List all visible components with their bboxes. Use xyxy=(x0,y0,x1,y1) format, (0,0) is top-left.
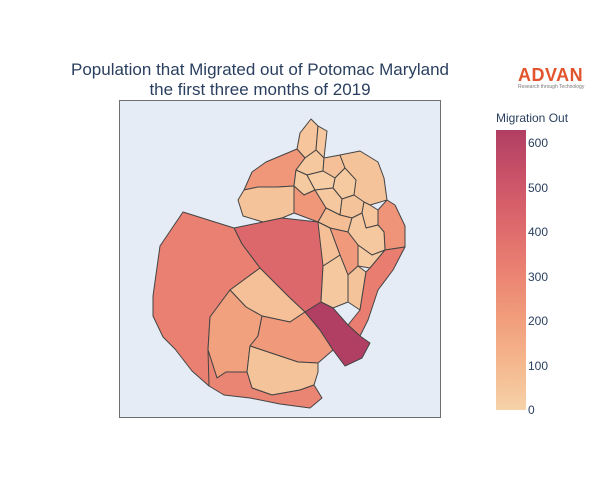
map-region-s5[interactable] xyxy=(304,301,371,367)
choropleth-map[interactable] xyxy=(119,100,441,418)
logo-wordmark: ADVAN xyxy=(518,65,584,85)
colorbar-tick-label: 600 xyxy=(528,136,549,151)
map-region-nw2[interactable] xyxy=(237,185,295,223)
map-region-mid4[interactable] xyxy=(317,221,341,267)
logo-tagline: Research through Technology xyxy=(518,84,585,90)
chart-title-line-2: the first three months of 2019 xyxy=(149,80,371,99)
colorbar xyxy=(496,130,526,410)
advan-logo: ADVAN Research through Technology xyxy=(518,66,598,91)
chart-title: Population that Migrated out of Potomac … xyxy=(40,60,480,100)
chart-title-line-1: Population that Migrated out of Potomac … xyxy=(71,60,449,79)
colorbar-tick-label: 0 xyxy=(528,403,535,417)
map-region-se1[interactable] xyxy=(347,246,406,337)
map-canvas[interactable] xyxy=(120,101,442,419)
colorbar-tick-label: 100 xyxy=(528,358,549,373)
colorbar-tick-label: 500 xyxy=(528,180,549,195)
colorbar-tick-label: 200 xyxy=(528,314,549,329)
colorbar-tick-label: 300 xyxy=(528,269,549,284)
colorbar-ticks: 0 100 200 300 400 500 600 xyxy=(528,130,588,417)
map-region-sw1[interactable] xyxy=(207,349,323,409)
colorbar-tick-label: 400 xyxy=(528,225,549,240)
colorbar-title: Migration Out xyxy=(496,111,569,125)
